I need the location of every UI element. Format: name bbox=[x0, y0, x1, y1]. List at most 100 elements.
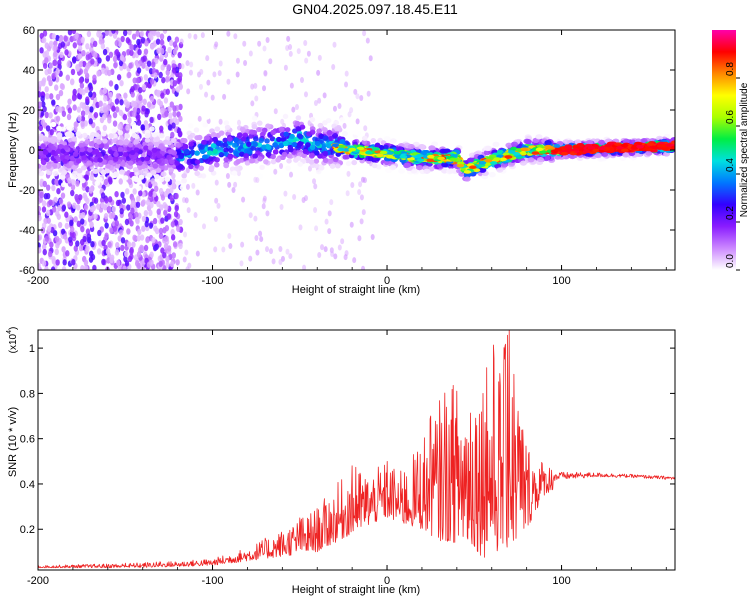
heatmap-cell bbox=[56, 213, 62, 220]
heatmap-cell bbox=[572, 145, 580, 149]
heatmap-cell bbox=[146, 101, 152, 108]
heatmap-cell bbox=[158, 227, 164, 235]
heatmap-cell bbox=[398, 168, 406, 174]
heatmap-cell bbox=[237, 119, 242, 126]
heatmap-cell bbox=[150, 169, 157, 176]
heatmap-cell bbox=[304, 57, 309, 64]
heatmap-cell bbox=[103, 95, 108, 102]
heatmap-cell bbox=[114, 39, 119, 47]
heatmap-cell bbox=[182, 256, 187, 263]
heatmap-cell bbox=[504, 155, 513, 159]
heatmap-cell bbox=[149, 259, 154, 266]
heatmap-cell bbox=[66, 201, 72, 208]
heatmap-cell bbox=[156, 208, 161, 215]
heatmap-cell bbox=[44, 111, 49, 119]
heatmap-cell bbox=[214, 179, 219, 186]
heatmap-cell bbox=[616, 145, 624, 150]
heatmap-cell bbox=[332, 41, 337, 48]
heatmap-cell bbox=[79, 82, 85, 89]
heatmap-cell bbox=[535, 134, 543, 140]
heatmap-cell bbox=[41, 206, 47, 213]
heatmap-cell bbox=[111, 105, 116, 112]
heatmap-cell bbox=[166, 140, 172, 146]
heatmap-cell bbox=[138, 174, 145, 180]
heatmap-cell bbox=[352, 257, 357, 264]
heatmap-cell bbox=[117, 151, 124, 157]
heatmap-cell bbox=[416, 158, 425, 162]
heatmap-cell bbox=[165, 261, 170, 268]
heatmap-cell bbox=[71, 170, 78, 177]
heatmap-cell bbox=[285, 165, 291, 171]
heatmap-cell bbox=[100, 192, 106, 199]
heatmap-cell bbox=[280, 136, 287, 142]
heatmap-cell bbox=[93, 157, 100, 163]
heatmap-cell bbox=[520, 147, 528, 152]
heatmap-cell bbox=[174, 205, 179, 212]
heatmap-cell bbox=[172, 48, 178, 56]
heatmap-cell bbox=[287, 153, 294, 159]
heatmap-cell bbox=[60, 148, 67, 154]
heatmap-cell bbox=[361, 139, 368, 145]
heatmap-cell bbox=[130, 207, 135, 215]
heatmap-cell bbox=[151, 61, 156, 68]
heatmap-cell bbox=[106, 205, 112, 212]
heatmap-cell bbox=[223, 147, 229, 153]
heatmap-cell bbox=[313, 99, 318, 106]
heatmap-cell bbox=[171, 137, 177, 144]
heatmap-cell bbox=[49, 128, 54, 136]
heatmap-cell bbox=[77, 53, 82, 60]
heatmap-cell bbox=[257, 173, 264, 179]
heatmap-cell bbox=[159, 39, 165, 46]
heatmap-cell bbox=[374, 142, 381, 148]
heatmap-cell bbox=[143, 48, 149, 55]
heatmap-cell bbox=[138, 190, 143, 197]
heatmap-cell bbox=[75, 240, 80, 247]
heatmap-cell bbox=[296, 133, 303, 139]
heatmap-cell bbox=[640, 138, 648, 144]
heatmap-cell bbox=[187, 134, 193, 140]
heatmap-cell bbox=[185, 183, 190, 190]
heatmap-cell bbox=[227, 181, 232, 188]
heatmap-cell bbox=[339, 139, 346, 145]
heatmap-cell bbox=[60, 182, 67, 188]
heatmap-cell bbox=[231, 187, 236, 194]
heatmap-cell bbox=[368, 55, 373, 62]
heatmap-cell bbox=[67, 177, 72, 184]
heatmap-cell bbox=[169, 260, 175, 268]
heatmap-cell bbox=[57, 221, 63, 229]
heatmap-cell bbox=[496, 154, 504, 159]
heatmap-cell bbox=[54, 235, 60, 243]
heatmap-cell bbox=[153, 141, 160, 147]
heatmap-cell bbox=[216, 202, 221, 209]
heatmap-cell bbox=[566, 148, 574, 152]
heatmap-cell bbox=[85, 186, 90, 193]
heatmap-cell bbox=[162, 30, 168, 34]
heatmap-cell bbox=[261, 203, 266, 210]
heatmap-cell bbox=[489, 161, 498, 165]
heatmap-cell bbox=[49, 241, 54, 248]
heatmap-cell bbox=[228, 147, 234, 153]
heatmap-cell bbox=[554, 147, 563, 152]
heatmap-cell bbox=[246, 148, 253, 155]
heatmap-cell bbox=[346, 170, 351, 177]
heatmap-cell bbox=[108, 51, 114, 58]
heatmap-cell bbox=[61, 110, 67, 117]
heatmap-cell bbox=[295, 115, 302, 121]
colorbar-tick-label: 0.0 bbox=[725, 254, 736, 268]
heatmap-cell bbox=[351, 159, 358, 166]
heatmap-cell bbox=[88, 85, 94, 92]
heatmap-cell bbox=[42, 30, 48, 37]
heatmap-cell bbox=[165, 255, 170, 263]
heatmap-cell bbox=[41, 101, 46, 108]
heatmap-cell bbox=[212, 148, 219, 154]
heatmap-cell bbox=[79, 101, 84, 109]
heatmap-cell bbox=[254, 234, 259, 241]
heatmap-cell bbox=[85, 245, 90, 252]
heatmap-cell bbox=[316, 128, 322, 134]
heatmap-cell bbox=[78, 88, 84, 95]
heatmap-cell bbox=[463, 176, 471, 182]
heatmap-cell bbox=[306, 50, 311, 57]
heatmap-cell bbox=[155, 38, 161, 45]
heatmap-cell bbox=[45, 192, 51, 200]
heatmap-cell bbox=[243, 153, 249, 159]
